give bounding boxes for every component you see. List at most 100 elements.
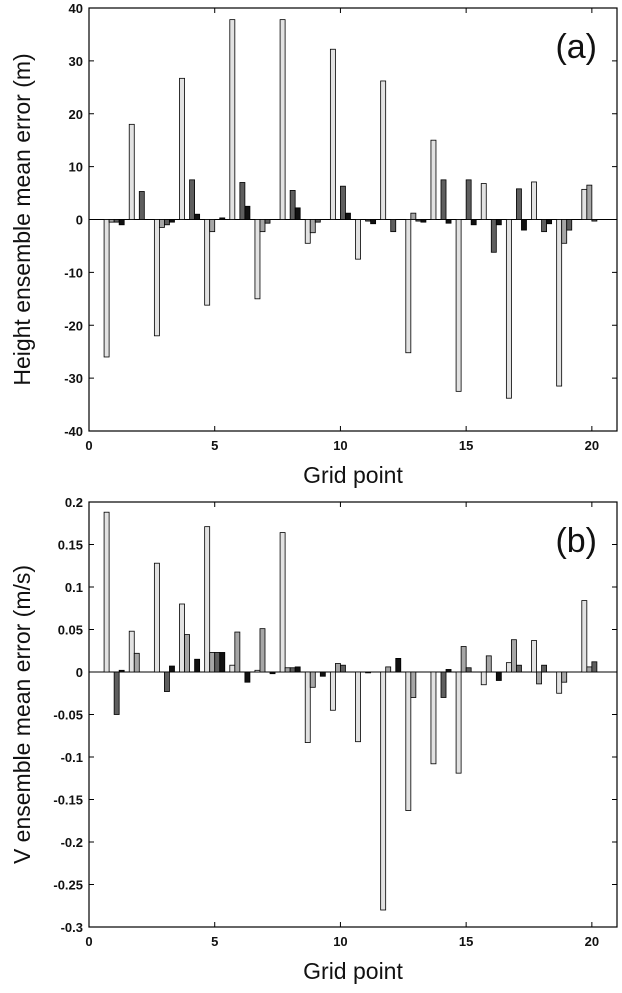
bar (581, 188, 588, 220)
bar (279, 19, 286, 220)
bar (158, 219, 165, 228)
bar (420, 219, 427, 223)
bar (546, 219, 553, 225)
y-tick-label: 40 (69, 1, 83, 16)
bar (329, 48, 336, 220)
bar (128, 123, 135, 220)
bar (264, 219, 271, 224)
y-tick-label: -0.05 (53, 708, 83, 723)
bar (430, 139, 437, 220)
bar (345, 212, 351, 220)
bar (531, 181, 537, 220)
x-tick-label: 15 (459, 438, 473, 453)
bar (541, 219, 547, 233)
bar (516, 188, 522, 220)
bar (470, 219, 477, 226)
bar (385, 666, 392, 673)
bar (103, 511, 110, 673)
bar (465, 179, 472, 220)
bar (118, 669, 125, 673)
y-tick-label: 0.15 (58, 538, 83, 553)
bar (516, 664, 522, 673)
y-tick-label: 0.1 (65, 580, 83, 595)
plot-frame (88, 501, 618, 928)
bar (355, 219, 361, 260)
y-tick-label: 0.2 (65, 495, 83, 510)
bar (485, 655, 492, 673)
bar (279, 532, 286, 673)
bar (591, 219, 598, 222)
bar (390, 219, 397, 233)
bar (194, 658, 201, 673)
bar (219, 217, 226, 220)
bar (229, 664, 236, 673)
bar (566, 219, 573, 231)
bar (465, 667, 472, 673)
bar (334, 663, 341, 673)
bar (184, 634, 190, 673)
x-tick-label: 0 (85, 438, 92, 453)
bar (204, 526, 211, 673)
bar (179, 77, 185, 220)
bar (128, 630, 135, 673)
bar (591, 661, 598, 673)
bar (239, 182, 246, 220)
x-tick-label: 10 (333, 934, 347, 949)
bar (586, 184, 593, 220)
bar (541, 664, 547, 673)
bar (410, 212, 417, 220)
bar (244, 205, 251, 220)
y-tick-label: 10 (69, 160, 83, 175)
bar (118, 219, 125, 226)
bar (380, 80, 387, 220)
bar (365, 671, 372, 674)
bar (455, 671, 462, 774)
bar (294, 207, 301, 220)
y-axis-label: V ensemble mean error (m/s) (9, 565, 35, 864)
x-tick-label: 20 (585, 934, 599, 949)
bar (445, 219, 452, 224)
y-tick-label: 0 (76, 213, 83, 228)
bar (169, 219, 175, 223)
bar (229, 19, 236, 220)
bar (480, 671, 487, 686)
bar (204, 219, 211, 306)
bar (209, 652, 216, 673)
bar (445, 669, 452, 673)
bar (169, 665, 175, 673)
bar (455, 219, 462, 392)
panel: 0 5 10 15 20 -40 -30 -20 -10 0 10 20 30 40 Grid point H… (9, 1, 618, 488)
x-tick-label: 0 (85, 934, 92, 949)
y-tick-label: 20 (69, 107, 83, 122)
bar (586, 666, 593, 673)
bar (108, 219, 115, 223)
x-tick-label: 10 (333, 438, 347, 453)
y-tick-label: 0.05 (58, 623, 83, 638)
bar (556, 219, 563, 387)
bar (319, 671, 326, 677)
y-tick-label: -40 (64, 424, 83, 439)
bar (194, 213, 201, 220)
bar (581, 600, 588, 673)
bar (189, 179, 195, 220)
bar (561, 219, 568, 244)
x-tick-label: 5 (211, 438, 218, 453)
bar (309, 219, 316, 234)
bar (395, 658, 402, 673)
bar (113, 671, 120, 715)
bar (495, 671, 502, 681)
panel-annotation: (b) (555, 522, 597, 560)
bar (490, 219, 497, 253)
bar (289, 190, 296, 220)
bar (340, 185, 346, 220)
bar (365, 219, 372, 222)
bar (254, 669, 261, 673)
bar (284, 667, 291, 673)
panel: 0 5 10 15 20 -0.3 -0.25 -0.2 -0.15 -0.1 -0.05 0 0.05… (9, 495, 618, 984)
bar (219, 652, 226, 673)
bar (380, 671, 387, 911)
y-tick-label: -20 (64, 318, 83, 333)
bar (410, 671, 417, 698)
bar (440, 179, 447, 220)
